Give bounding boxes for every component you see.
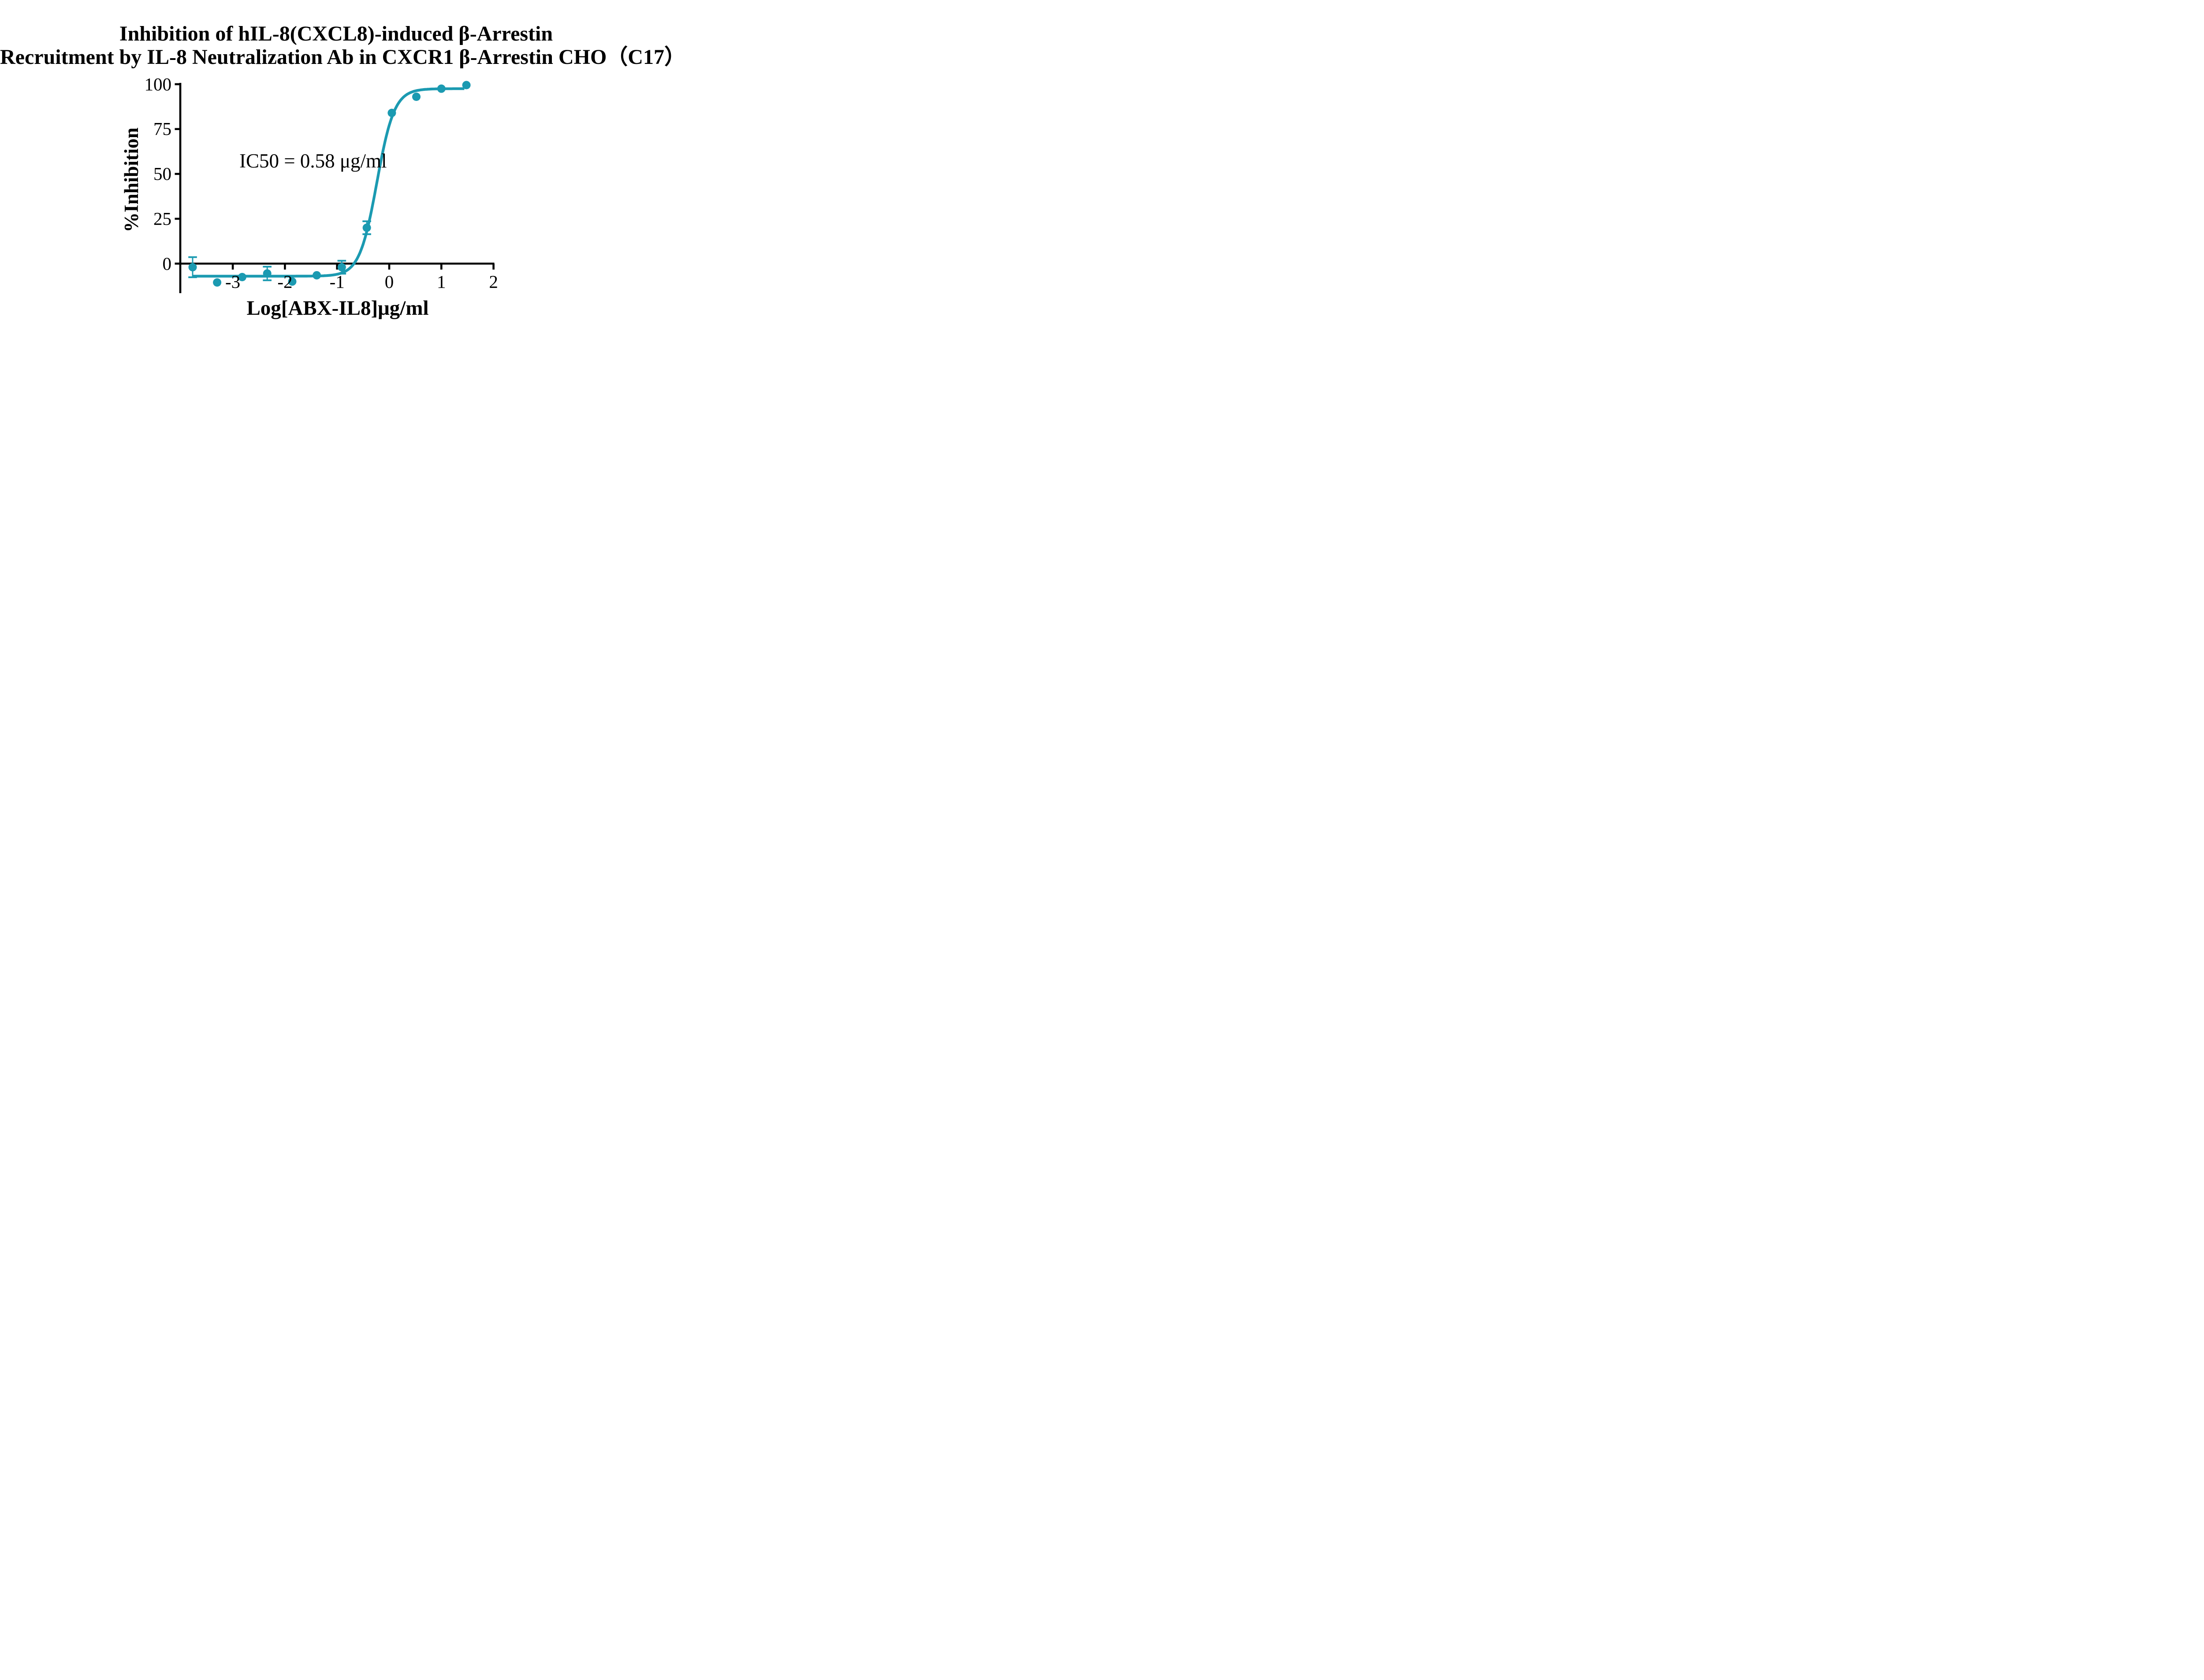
x-tick-label: 1 [437, 272, 446, 292]
data-point [437, 84, 446, 93]
x-tick-label: -1 [329, 272, 345, 292]
data-point [313, 271, 321, 279]
x-axis-title: Log[ABX-IL8]μg/ml [246, 297, 429, 320]
data-point [462, 81, 471, 89]
x-tick-label: 2 [489, 272, 498, 292]
data-point [337, 263, 346, 272]
chart-title-line2: Recruitment by IL-8 Neutralization Ab in… [0, 45, 672, 69]
data-point [412, 92, 421, 101]
x-tick-label: -2 [277, 272, 293, 292]
y-tick-label: 25 [153, 208, 171, 229]
data-point [188, 263, 197, 272]
data-point [288, 277, 297, 286]
data-point [238, 273, 246, 282]
dose-response-plot [175, 81, 495, 293]
data-point [387, 108, 396, 117]
data-point [263, 269, 272, 278]
chart-title: Inhibition of hIL-8(CXCL8)-induced β-Arr… [0, 22, 672, 69]
ic50-annotation: IC50 = 0.58 μg/ml [239, 150, 387, 172]
data-point [362, 224, 371, 232]
fit-curve [192, 87, 465, 278]
y-tick-label: 0 [162, 253, 172, 274]
x-tick-label: 0 [384, 272, 394, 292]
y-tick-label: 100 [144, 74, 172, 94]
y-tick-label: 75 [153, 119, 171, 139]
figure-canvas: Inhibition of hIL-8(CXCL8)-induced β-Arr… [0, 0, 672, 336]
data-point [213, 278, 222, 287]
chart-title-line1: Inhibition of hIL-8(CXCL8)-induced β-Arr… [119, 22, 553, 45]
x-tick-label: -3 [225, 272, 241, 292]
y-tick-label: 50 [153, 164, 171, 184]
